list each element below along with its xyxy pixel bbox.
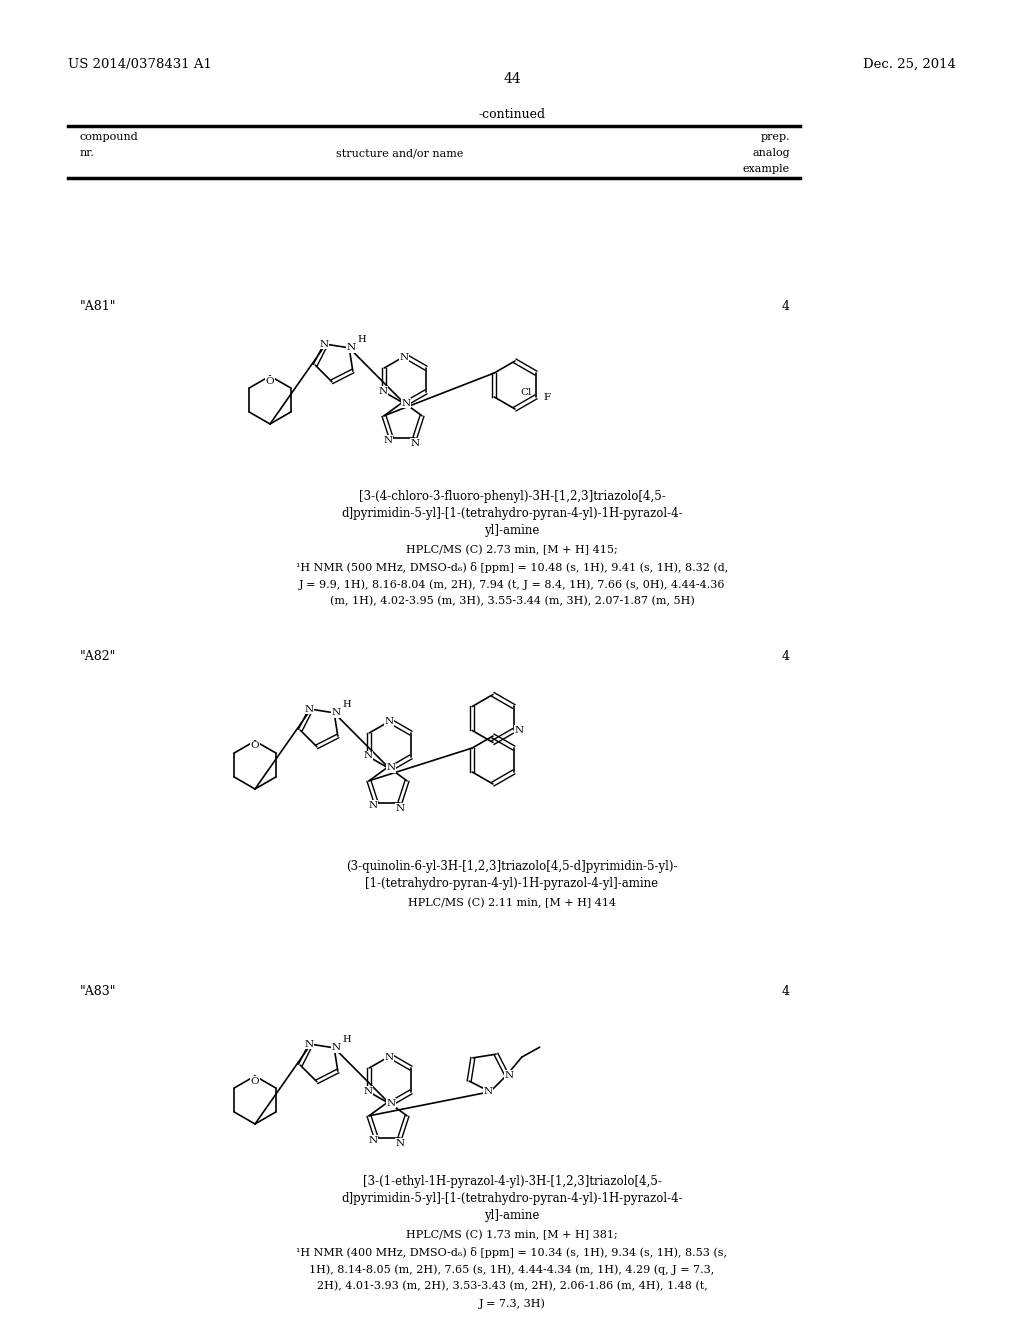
Text: N: N <box>332 709 341 717</box>
Text: N: N <box>384 436 393 445</box>
Text: analog: analog <box>753 148 790 158</box>
Text: yl]-amine: yl]-amine <box>484 524 540 537</box>
Text: H: H <box>357 335 367 345</box>
Text: N: N <box>364 1086 373 1096</box>
Text: H: H <box>343 701 351 709</box>
Text: N: N <box>364 751 373 760</box>
Text: N: N <box>384 718 393 726</box>
Text: N: N <box>386 1098 395 1107</box>
Text: N: N <box>319 339 329 348</box>
Text: N: N <box>514 726 523 735</box>
Text: J = 9.9, 1H), 8.16-8.04 (m, 2H), 7.94 (t, J = 8.4, 1H), 7.66 (s, 0H), 4.44-4.36: J = 9.9, 1H), 8.16-8.04 (m, 2H), 7.94 (t… <box>299 579 725 590</box>
Text: O: O <box>251 742 259 751</box>
Text: d]pyrimidin-5-yl]-[1-(tetrahydro-pyran-4-yl)-1H-pyrazol-4-: d]pyrimidin-5-yl]-[1-(tetrahydro-pyran-4… <box>341 507 683 520</box>
Text: [3-(4-chloro-3-fluoro-phenyl)-3H-[1,2,3]triazolo[4,5-: [3-(4-chloro-3-fluoro-phenyl)-3H-[1,2,3]… <box>358 490 666 503</box>
Text: 1H), 8.14-8.05 (m, 2H), 7.65 (s, 1H), 4.44-4.34 (m, 1H), 4.29 (q, J = 7.3,: 1H), 8.14-8.05 (m, 2H), 7.65 (s, 1H), 4.… <box>309 1265 715 1275</box>
Text: Dec. 25, 2014: Dec. 25, 2014 <box>863 58 956 71</box>
Text: N: N <box>395 1139 404 1147</box>
Text: "A81": "A81" <box>80 300 117 313</box>
Text: 4: 4 <box>782 649 790 663</box>
Text: prep.: prep. <box>761 132 790 143</box>
Text: -continued: -continued <box>478 108 546 121</box>
Text: N: N <box>379 387 388 396</box>
Text: O: O <box>265 376 274 385</box>
Text: d]pyrimidin-5-yl]-[1-(tetrahydro-pyran-4-yl)-1H-pyrazol-4-: d]pyrimidin-5-yl]-[1-(tetrahydro-pyran-4… <box>341 1192 683 1205</box>
Text: N: N <box>399 352 409 362</box>
Text: N: N <box>384 1052 393 1061</box>
Text: 44: 44 <box>503 73 521 86</box>
Text: F: F <box>544 392 551 401</box>
Text: N: N <box>401 399 411 408</box>
Text: ¹H NMR (500 MHz, DMSO-d₆) δ [ppm] = 10.48 (s, 1H), 9.41 (s, 1H), 8.32 (d,: ¹H NMR (500 MHz, DMSO-d₆) δ [ppm] = 10.4… <box>296 562 728 573</box>
Text: HPLC/MS (C) 2.11 min, [M + H] 414: HPLC/MS (C) 2.11 min, [M + H] 414 <box>408 898 616 908</box>
Text: N: N <box>395 804 404 813</box>
Text: H: H <box>343 1035 351 1044</box>
Text: [3-(1-ethyl-1H-pyrazol-4-yl)-3H-[1,2,3]triazolo[4,5-: [3-(1-ethyl-1H-pyrazol-4-yl)-3H-[1,2,3]t… <box>362 1175 662 1188</box>
Text: N: N <box>386 763 395 772</box>
Text: N: N <box>346 343 355 352</box>
Text: O: O <box>251 1077 259 1085</box>
Text: US 2014/0378431 A1: US 2014/0378431 A1 <box>68 58 212 71</box>
Text: N: N <box>369 1135 378 1144</box>
Text: yl]-amine: yl]-amine <box>484 1209 540 1222</box>
Text: structure and/or name: structure and/or name <box>336 148 464 158</box>
Text: "A83": "A83" <box>80 985 117 998</box>
Text: N: N <box>332 1043 341 1052</box>
Text: "A82": "A82" <box>80 649 117 663</box>
Text: J = 7.3, 3H): J = 7.3, 3H) <box>478 1298 546 1308</box>
Text: HPLC/MS (C) 1.73 min, [M + H] 381;: HPLC/MS (C) 1.73 min, [M + H] 381; <box>407 1230 617 1241</box>
Text: ¹H NMR (400 MHz, DMSO-d₆) δ [ppm] = 10.34 (s, 1H), 9.34 (s, 1H), 8.53 (s,: ¹H NMR (400 MHz, DMSO-d₆) δ [ppm] = 10.3… <box>297 1247 727 1258</box>
Text: N: N <box>304 705 313 714</box>
Text: 4: 4 <box>782 985 790 998</box>
Text: (3-quinolin-6-yl-3H-[1,2,3]triazolo[4,5-d]pyrimidin-5-yl)-: (3-quinolin-6-yl-3H-[1,2,3]triazolo[4,5-… <box>346 861 678 873</box>
Text: (m, 1H), 4.02-3.95 (m, 3H), 3.55-3.44 (m, 3H), 2.07-1.87 (m, 5H): (m, 1H), 4.02-3.95 (m, 3H), 3.55-3.44 (m… <box>330 597 694 606</box>
Text: 4: 4 <box>782 300 790 313</box>
Text: compound: compound <box>80 132 138 143</box>
Text: nr.: nr. <box>80 148 95 158</box>
Text: HPLC/MS (C) 2.73 min, [M + H] 415;: HPLC/MS (C) 2.73 min, [M + H] 415; <box>407 545 617 556</box>
Text: 2H), 4.01-3.93 (m, 2H), 3.53-3.43 (m, 2H), 2.06-1.86 (m, 4H), 1.48 (t,: 2H), 4.01-3.93 (m, 2H), 3.53-3.43 (m, 2H… <box>316 1280 708 1291</box>
Text: N: N <box>304 1040 313 1048</box>
Text: [1-(tetrahydro-pyran-4-yl)-1H-pyrazol-4-yl]-amine: [1-(tetrahydro-pyran-4-yl)-1H-pyrazol-4-… <box>366 876 658 890</box>
Text: N: N <box>504 1071 513 1080</box>
Text: N: N <box>411 438 419 447</box>
Text: Cl: Cl <box>520 388 531 397</box>
Text: N: N <box>369 801 378 809</box>
Text: example: example <box>742 164 790 174</box>
Text: N: N <box>483 1088 493 1096</box>
